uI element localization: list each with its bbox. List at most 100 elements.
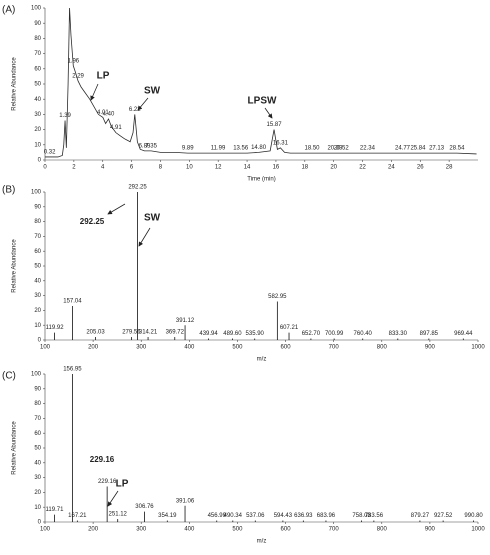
y-tick-label: 30: [34, 293, 41, 299]
y-tick-label: 10: [34, 142, 41, 148]
peak-label: 4.40: [103, 112, 115, 118]
peak-label: 24.77: [395, 146, 411, 152]
x-tick-label: 200: [88, 527, 99, 533]
peak-label: 9.89: [182, 146, 194, 152]
y-tick-label: 40: [34, 460, 41, 466]
peak-label: 11.99: [211, 146, 226, 152]
peak-label: 439.94: [199, 331, 218, 337]
y-tick-label: 100: [31, 190, 42, 196]
annotation: LP: [97, 71, 110, 82]
x-tick-label: 900: [425, 527, 436, 533]
x-tick-label: 24: [388, 165, 395, 171]
annotation: 229.16: [90, 455, 115, 464]
y-tick-label: 80: [34, 36, 41, 42]
annotation-arrow: [107, 203, 126, 215]
peak-label: 354.19: [158, 513, 177, 519]
annotation: LP: [116, 479, 129, 490]
peak-label: 251.12: [109, 512, 128, 518]
x-tick-label: 200: [88, 345, 99, 351]
peak-label: 535.90: [246, 331, 265, 337]
y-axis-title: Relative Abundance: [12, 57, 18, 111]
peak-label: 119.92: [46, 325, 65, 331]
peak-label: 15.87: [267, 122, 283, 128]
peak-label: 20.52: [334, 146, 350, 152]
peak-label: 13.56: [233, 146, 249, 152]
peak-label: 279.56: [122, 330, 141, 336]
y-tick-label: 20: [34, 308, 41, 314]
peak-label: 490.34: [224, 513, 243, 519]
y-tick-label: 90: [34, 386, 41, 392]
x-tick-label: 18: [301, 165, 308, 171]
x-tick-label: 700: [329, 527, 340, 533]
peak-label: 391.06: [176, 498, 195, 504]
peak-label: 0.32: [44, 150, 56, 156]
x-axis-title: m/z: [257, 357, 267, 363]
peak-label: 369.72: [166, 330, 185, 336]
x-tick-label: 4: [101, 165, 105, 171]
chromatogram-trace: [45, 7, 477, 158]
peak-label: 4.91: [110, 125, 122, 131]
x-axis-title: Time (min): [247, 177, 275, 183]
y-tick-label: 30: [34, 112, 41, 118]
peak-label: 18.50: [305, 146, 321, 152]
peak-label: 879.27: [411, 513, 430, 519]
y-tick-label: 50: [34, 82, 41, 88]
x-tick-label: 500: [232, 527, 243, 533]
peak-label: 14.80: [251, 145, 267, 151]
x-tick-label: 600: [281, 345, 292, 351]
x-tick-label: 800: [377, 527, 388, 533]
x-tick-label: 16: [273, 165, 280, 171]
annotation-arrow: [264, 107, 273, 119]
peak-label: 636.93: [294, 513, 313, 519]
annotation-arrow: [138, 227, 151, 247]
y-tick-label: 90: [34, 21, 41, 27]
x-tick-label: 14: [244, 165, 251, 171]
y-tick-label: 10: [34, 323, 41, 329]
y-tick-label: 10: [34, 505, 41, 511]
peak-label: 7.35: [145, 143, 157, 149]
peak-label: 582.95: [268, 294, 287, 300]
x-tick-label: 600: [281, 527, 292, 533]
y-tick-label: 70: [34, 234, 41, 240]
y-axis-title: Relative Abundance: [12, 421, 18, 475]
y-tick-label: 50: [34, 446, 41, 452]
annotation-arrow: [107, 490, 119, 507]
peak-label: 537.06: [246, 513, 265, 519]
peak-label: 760.40: [354, 331, 373, 337]
peak-label: 25.84: [410, 146, 426, 152]
y-tick-label: 80: [34, 401, 41, 407]
peak-label: 4.01: [97, 110, 109, 116]
peak-label: 27.13: [429, 146, 445, 152]
peak-label: 119.71: [46, 507, 65, 513]
y-tick-label: 40: [34, 278, 41, 284]
y-tick-label: 100: [31, 6, 42, 12]
panel-label: (A): [2, 5, 15, 16]
x-tick-label: 6: [130, 165, 134, 171]
x-tick-label: 0: [43, 165, 47, 171]
peak-label: 167.21: [68, 513, 87, 519]
y-tick-label: 60: [34, 431, 41, 437]
peak-label: 897.85: [420, 331, 439, 337]
x-tick-label: 2: [72, 165, 76, 171]
peak-label: 6.22: [129, 107, 141, 113]
panel-label: (C): [2, 371, 16, 382]
peak-label: 28.54: [449, 146, 465, 152]
peak-label: 652.70: [302, 331, 321, 337]
x-tick-label: 1000: [471, 345, 485, 351]
peak-label: 927.52: [434, 513, 453, 519]
peak-label: 607.21: [280, 325, 299, 331]
peak-label: 292.25: [128, 185, 147, 191]
peak-label: 1.96: [67, 58, 79, 64]
x-tick-label: 100: [40, 527, 51, 533]
annotation: SW: [144, 213, 161, 224]
y-tick-label: 70: [34, 51, 41, 57]
y-axis-title: Relative Abundance: [12, 239, 18, 293]
x-tick-label: 500: [232, 345, 243, 351]
peak-label: 306.76: [135, 504, 154, 510]
x-tick-label: 100: [40, 345, 51, 351]
peak-label: 700.99: [325, 331, 344, 337]
peak-label: 2.29: [72, 74, 84, 80]
peak-label: 683.96: [317, 513, 336, 519]
y-tick-label: 60: [34, 66, 41, 72]
